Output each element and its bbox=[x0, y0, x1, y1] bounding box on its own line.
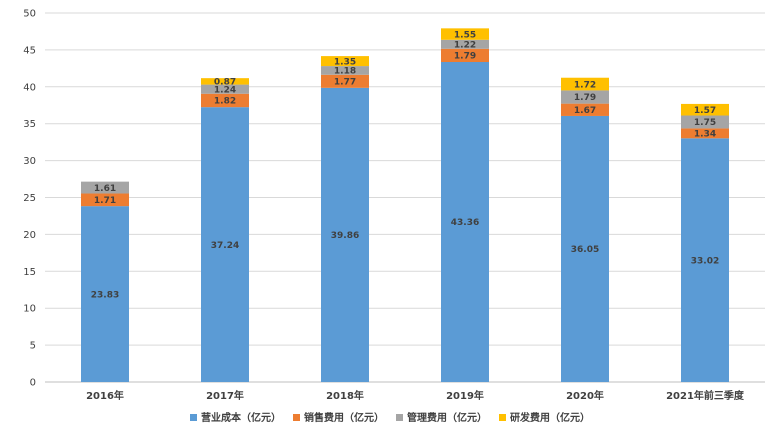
legend-entry: 营业成本（亿元） bbox=[201, 411, 281, 424]
data-label: 36.05 bbox=[571, 245, 599, 255]
bar-segment bbox=[681, 103, 729, 116]
legend-swatch bbox=[293, 414, 300, 421]
y-tick-label: 10 bbox=[23, 304, 36, 315]
data-label: 33.02 bbox=[691, 256, 719, 266]
legend-entry: 研发费用（亿元） bbox=[510, 411, 590, 424]
data-label: 1.75 bbox=[694, 118, 716, 128]
x-tick-label: 2017年 bbox=[206, 389, 244, 402]
bar-segment bbox=[321, 56, 369, 67]
bar-segment bbox=[201, 93, 249, 108]
bar-segment bbox=[561, 77, 609, 91]
bar-segment bbox=[441, 28, 489, 40]
bar-segment bbox=[681, 128, 729, 139]
data-label: 1.34 bbox=[694, 130, 716, 140]
data-label: 43.36 bbox=[451, 218, 479, 228]
data-label: 1.72 bbox=[574, 80, 596, 90]
x-tick-label: 2020年 bbox=[566, 389, 604, 402]
data-label: 1.82 bbox=[214, 97, 236, 107]
bar-segment bbox=[681, 138, 729, 382]
bar-segment bbox=[201, 84, 249, 94]
data-label: 1.35 bbox=[334, 57, 356, 67]
legend-entry: 销售费用（亿元） bbox=[304, 411, 384, 424]
bar-segment bbox=[321, 74, 369, 88]
data-label: 1.79 bbox=[454, 52, 476, 62]
data-label: 23.83 bbox=[91, 290, 119, 300]
bar-segment bbox=[441, 39, 489, 49]
data-label: 1.61 bbox=[94, 184, 116, 194]
y-tick-label: 0 bbox=[30, 378, 36, 389]
data-label: 1.79 bbox=[574, 93, 596, 103]
bar-segment bbox=[681, 115, 729, 129]
bar-segment bbox=[201, 78, 249, 85]
bar-segment bbox=[81, 206, 129, 382]
data-label: 1.67 bbox=[574, 106, 596, 116]
y-tick-label: 40 bbox=[23, 82, 36, 93]
bar-segment bbox=[441, 62, 489, 382]
y-tick-label: 45 bbox=[23, 45, 36, 56]
x-tick-label: 2019年 bbox=[446, 389, 484, 402]
data-label: 1.57 bbox=[694, 106, 716, 116]
data-label: 1.55 bbox=[454, 30, 476, 40]
bar-segment bbox=[561, 90, 609, 104]
legend-swatch bbox=[190, 414, 197, 421]
data-label: 1.24 bbox=[214, 85, 236, 95]
bar-segment bbox=[441, 48, 489, 63]
y-tick-label: 5 bbox=[30, 341, 36, 352]
bar-segment bbox=[81, 193, 129, 207]
data-label: 1.71 bbox=[94, 196, 116, 206]
legend-swatch bbox=[396, 414, 403, 421]
y-tick-label: 50 bbox=[23, 9, 36, 20]
bar-segment bbox=[81, 181, 129, 194]
bar-segment bbox=[321, 87, 369, 383]
data-label: 37.24 bbox=[211, 241, 239, 251]
x-tick-label: 2018年 bbox=[326, 389, 364, 402]
bar-segment bbox=[561, 115, 609, 383]
y-tick-label: 30 bbox=[23, 156, 36, 167]
bar-segment bbox=[561, 103, 609, 116]
y-tick-label: 20 bbox=[23, 230, 36, 241]
data-label: 1.22 bbox=[454, 40, 476, 50]
bar-segment bbox=[201, 107, 249, 383]
legend-entry: 管理费用（亿元） bbox=[407, 411, 487, 424]
legend-swatch bbox=[499, 414, 506, 421]
x-tick-label: 2021年前三季度 bbox=[666, 389, 745, 402]
bar-segment bbox=[321, 66, 369, 75]
y-tick-label: 25 bbox=[23, 193, 36, 204]
data-label: 1.18 bbox=[334, 67, 356, 77]
x-tick-label: 2016年 bbox=[86, 389, 124, 402]
y-tick-label: 15 bbox=[23, 267, 36, 278]
data-label: 0.87 bbox=[214, 78, 236, 88]
data-label: 1.77 bbox=[334, 78, 356, 88]
data-label: 39.86 bbox=[331, 231, 359, 241]
y-tick-label: 35 bbox=[23, 119, 36, 130]
